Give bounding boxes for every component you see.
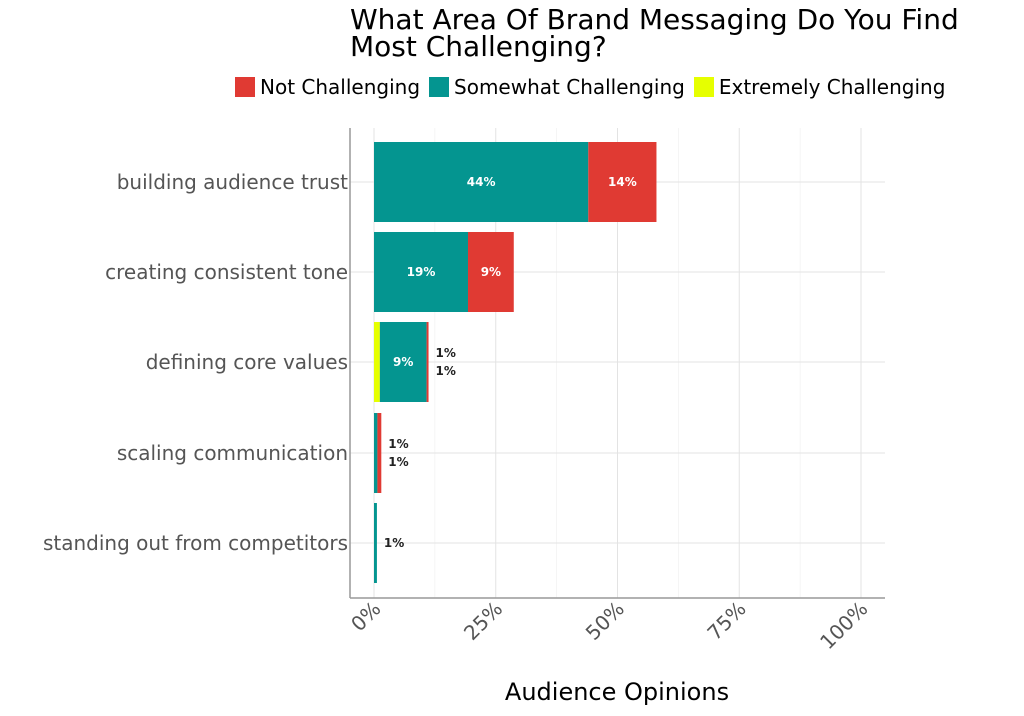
x-tick-label: 0% <box>346 597 385 636</box>
bar-segment <box>374 142 589 222</box>
legend-item: Somewhat Challenging <box>429 75 685 99</box>
legend-swatch <box>693 77 714 97</box>
bar-segment <box>467 232 514 312</box>
legend-item: Extremely Challenging <box>693 75 946 99</box>
x-tick-label: 100% <box>815 597 872 654</box>
legend: Not Challenging Somewhat Challenging Extre… <box>235 75 954 99</box>
bar-segment <box>374 322 380 402</box>
y-tick-label: standing out from competitors <box>43 531 348 555</box>
y-tick-label: creating consistent tone <box>105 260 348 284</box>
chart-title: What Area Of Brand Messaging Do You Find… <box>350 3 959 63</box>
data-label: 9% <box>393 355 413 369</box>
x-tick-label: 25% <box>459 597 507 645</box>
y-tick-label: building audience trust <box>117 170 348 194</box>
bar-segment <box>377 413 382 493</box>
data-label: 19% <box>407 265 436 279</box>
bar-segment <box>374 503 377 583</box>
data-label: 1% <box>436 346 456 360</box>
legend-swatch <box>429 77 450 97</box>
bar-segment <box>379 322 427 402</box>
data-label: 1% <box>388 455 408 469</box>
data-label: 1% <box>436 364 456 378</box>
y-tick-label: scaling communication <box>117 441 348 465</box>
y-tick-label: defining core values <box>146 350 348 374</box>
bar-segment <box>374 413 378 493</box>
legend-item: Not Challenging <box>235 75 420 99</box>
legend-swatch <box>235 77 255 97</box>
data-label: 44% <box>467 175 496 189</box>
legend-label: Somewhat Challenging <box>454 75 685 99</box>
data-label: 1% <box>388 437 408 451</box>
x-tick-label: 75% <box>702 597 750 645</box>
legend-label: Extremely Challenging <box>718 75 946 99</box>
data-label: 14% <box>608 175 637 189</box>
x-tick-label: 50% <box>581 597 629 645</box>
bar-segment <box>588 142 657 222</box>
data-label: 9% <box>481 265 501 279</box>
legend-label: Not Challenging <box>260 75 421 99</box>
x-axis-title: Audience Opinions <box>505 678 729 706</box>
bar-segment <box>374 232 468 312</box>
data-label: 1% <box>384 536 404 550</box>
bar-segment <box>426 322 429 402</box>
